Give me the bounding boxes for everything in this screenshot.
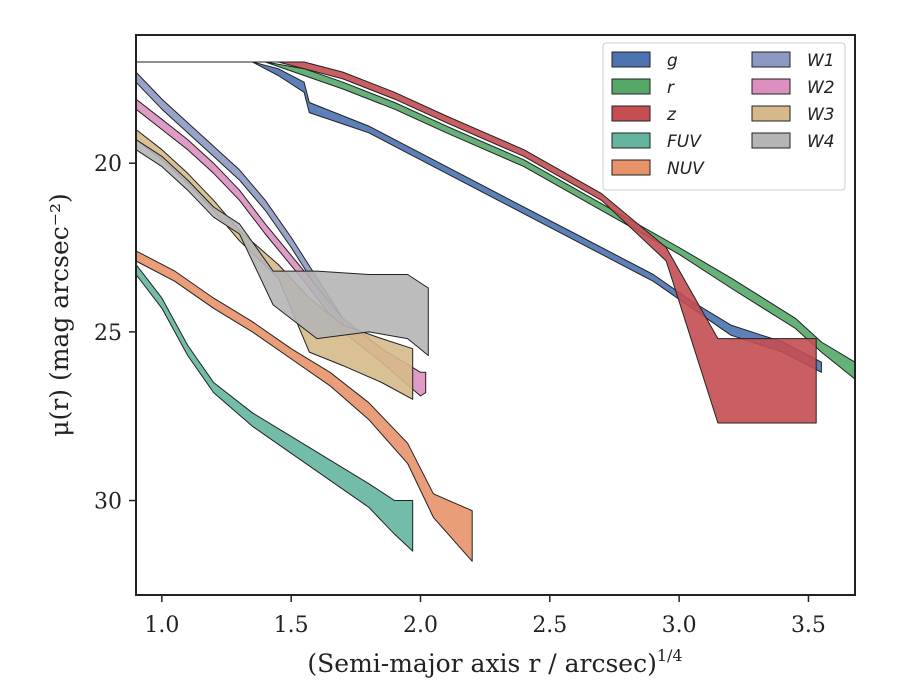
legend-label-g: g [667,51,678,71]
x-tick-label: 2.0 [403,613,438,638]
legend-label-z: z [666,105,677,125]
legend-swatch-w4 [751,132,791,149]
x-tick-label: 1.0 [144,613,179,638]
x-axis-label-main: (Semi-major axis r / arcsec) [307,649,656,678]
x-tick-label: 1.5 [274,613,309,638]
x-tick-label: 2.5 [532,613,567,638]
x-axis-ticks: 1.0 1.5 2.0 2.5 3.0 3.5 [144,595,826,638]
legend-label-fuv: FUV [667,132,702,152]
legend-label-w1: W1 [807,51,835,71]
series-band-fuv [135,263,414,552]
x-axis-label-superscript: 1/4 [657,646,683,665]
x-tick-label: 3.5 [791,613,826,638]
y-axis-ticks: 20 25 30 [94,152,136,515]
series-band-w3 [135,129,414,400]
legend-swatch-r [611,78,651,95]
x-tick-label: 3.0 [662,613,697,638]
legend-swatch-fuv [611,132,651,149]
x-axis-label: (Semi-major axis r / arcsec)1/4 [307,646,682,678]
legend-label-nuv: NUV [667,159,705,179]
y-tick-label: 20 [94,152,122,177]
legend-label-w3: W3 [807,105,835,125]
legend-swatch-w2 [751,78,791,95]
y-axis-label: μ(r) (mag arcsec⁻²) [45,193,74,436]
legend-swatch-z [611,105,651,122]
legend-label-r: r [667,78,675,98]
legend-swatch-nuv [611,159,651,176]
y-tick-label: 25 [94,321,122,346]
series-band-w2 [135,98,427,397]
legend: grz FUV NUV W1 W2 W3 W4 [602,42,846,191]
y-tick-label: 30 [94,490,122,515]
series-band-nuv [135,250,473,562]
legend-swatch-w3 [751,105,791,122]
plot-frame [135,34,856,596]
legend-label-w2: W2 [807,78,835,98]
series-layer [135,61,856,562]
series-band-w4 [135,139,429,356]
series-band-z [135,61,817,424]
legend-swatch-g [611,51,651,68]
legend-label-w4: W4 [807,132,835,152]
legend-swatch-w1 [751,51,791,68]
